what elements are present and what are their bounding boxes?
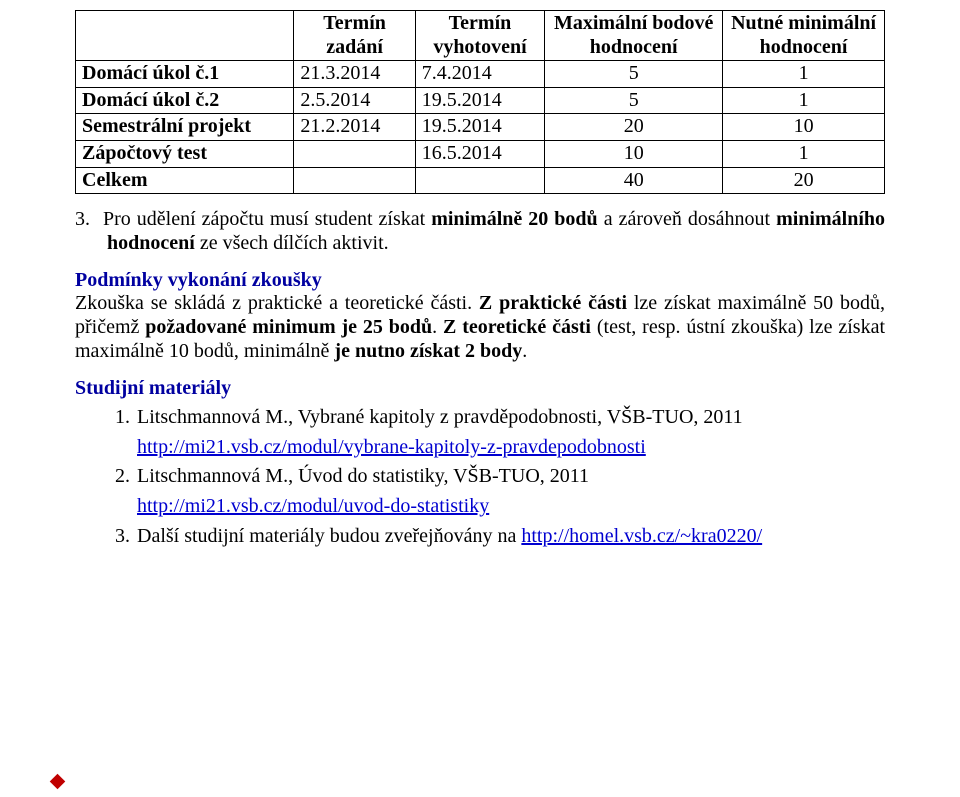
th-max: Maximální bodové hodnocení bbox=[545, 11, 723, 61]
grading-table: Termín zadání Termín vyhotovení Maximáln… bbox=[75, 10, 885, 194]
table-row: Domácí úkol č.1 21.3.2014 7.4.2014 5 1 bbox=[76, 61, 885, 88]
th-zadani: Termín zadání bbox=[294, 11, 415, 61]
cell: 40 bbox=[545, 167, 723, 194]
list-item: Litschmannová M., Vybrané kapitoly z pra… bbox=[135, 406, 885, 459]
cell: 1 bbox=[723, 87, 885, 114]
list-item: Litschmannová M., Úvod do statistiky, VŠ… bbox=[135, 465, 885, 518]
t: . bbox=[432, 316, 443, 338]
row-label: Celkem bbox=[76, 167, 294, 194]
material-text: Litschmannová M., Vybrané kapitoly z pra… bbox=[137, 406, 743, 428]
th-vyhot: Termín vyhotovení bbox=[415, 11, 544, 61]
t: . bbox=[522, 340, 527, 362]
t: Z praktické části bbox=[479, 292, 627, 314]
table-row: Zápočtový test 16.5.2014 10 1 bbox=[76, 140, 885, 167]
t: Pro udělení zápočtu musí student získat bbox=[103, 208, 431, 230]
t: Zkouška se skládá z praktické a teoretic… bbox=[75, 292, 479, 314]
row-label: Semestrální projekt bbox=[76, 114, 294, 141]
material-link[interactable]: http://homel.vsb.cz/~kra0220/ bbox=[521, 525, 762, 547]
cell: 20 bbox=[723, 167, 885, 194]
cell: 20 bbox=[545, 114, 723, 141]
cell bbox=[415, 167, 544, 194]
material-text: Další studijní materiály budou zveřejňov… bbox=[137, 525, 521, 547]
materials-heading: Studijní materiály bbox=[75, 377, 885, 400]
material-text: Litschmannová M., Úvod do statistiky, VŠ… bbox=[137, 465, 589, 487]
cell: 5 bbox=[545, 61, 723, 88]
row-label: Domácí úkol č.2 bbox=[76, 87, 294, 114]
materials-list: Litschmannová M., Vybrané kapitoly z pra… bbox=[75, 406, 885, 548]
cell bbox=[294, 140, 415, 167]
cell: 7.4.2014 bbox=[415, 61, 544, 88]
t: a zároveň dosáhnout bbox=[598, 208, 776, 230]
cell: 16.5.2014 bbox=[415, 140, 544, 167]
cell: 2.5.2014 bbox=[294, 87, 415, 114]
th-blank bbox=[76, 11, 294, 61]
cell: 1 bbox=[723, 140, 885, 167]
credit-note: 3.Pro udělení zápočtu musí student získa… bbox=[75, 208, 885, 255]
page: Termín zadání Termín vyhotovení Maximáln… bbox=[0, 0, 960, 797]
note-number: 3. bbox=[75, 208, 103, 232]
t: ze všech dílčích aktivit. bbox=[195, 232, 389, 254]
row-label: Zápočtový test bbox=[76, 140, 294, 167]
cell: 5 bbox=[545, 87, 723, 114]
table-header-row: Termín zadání Termín vyhotovení Maximáln… bbox=[76, 11, 885, 61]
list-item: Další studijní materiály budou zveřejňov… bbox=[135, 525, 885, 549]
cell: 10 bbox=[723, 114, 885, 141]
material-link[interactable]: http://mi21.vsb.cz/modul/uvod-do-statist… bbox=[137, 495, 489, 517]
table-row: Semestrální projekt 21.2.2014 19.5.2014 … bbox=[76, 114, 885, 141]
cell: 19.5.2014 bbox=[415, 87, 544, 114]
cell bbox=[294, 167, 415, 194]
exam-heading: Podmínky vykonání zkoušky bbox=[75, 269, 885, 292]
t: minimálně 20 bodů bbox=[431, 208, 598, 230]
t: požadované minimum je 25 bodů bbox=[145, 316, 432, 338]
cell: 19.5.2014 bbox=[415, 114, 544, 141]
cell: 21.2.2014 bbox=[294, 114, 415, 141]
cell: 10 bbox=[545, 140, 723, 167]
bullet-diamond-icon bbox=[50, 774, 66, 790]
cell: 1 bbox=[723, 61, 885, 88]
material-link[interactable]: http://mi21.vsb.cz/modul/vybrane-kapitol… bbox=[137, 436, 646, 458]
exam-body: Zkouška se skládá z praktické a teoretic… bbox=[75, 292, 885, 363]
table-row: Celkem 40 20 bbox=[76, 167, 885, 194]
cell: 21.3.2014 bbox=[294, 61, 415, 88]
t: Z teoretické části bbox=[443, 316, 591, 338]
row-label: Domácí úkol č.1 bbox=[76, 61, 294, 88]
th-min: Nutné minimální hodnocení bbox=[723, 11, 885, 61]
t: je nutno získat 2 body bbox=[334, 340, 522, 362]
table-row: Domácí úkol č.2 2.5.2014 19.5.2014 5 1 bbox=[76, 87, 885, 114]
